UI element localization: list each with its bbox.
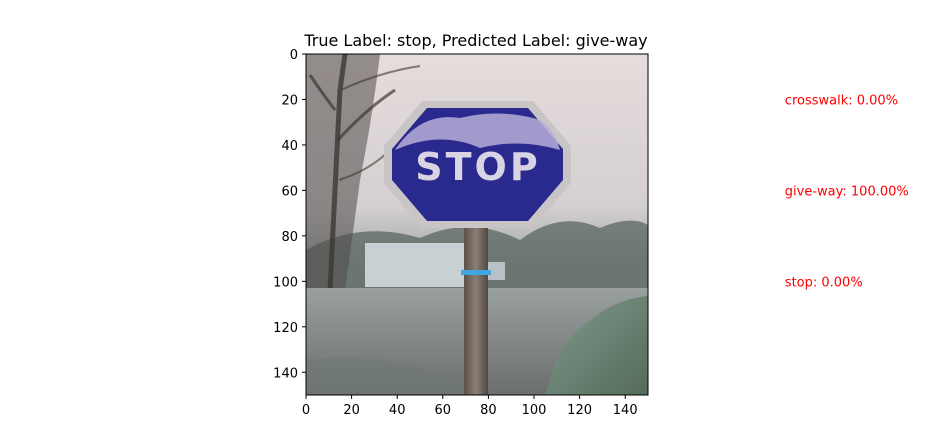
x-tick-label: 80 bbox=[480, 403, 497, 418]
x-tick-label: 140 bbox=[613, 403, 638, 418]
y-tick-label: 20 bbox=[281, 93, 298, 108]
axes-frame bbox=[305, 53, 649, 396]
x-tick-label: 40 bbox=[389, 403, 406, 418]
chart-title: True Label: stop, Predicted Label: give-… bbox=[303, 31, 647, 50]
probability-annotations: crosswalk: 0.00% give-way: 100.00% stop: 0… bbox=[785, 93, 909, 290]
y-tick-label: 40 bbox=[281, 139, 298, 154]
x-tick-label: 120 bbox=[567, 403, 592, 418]
y-tick-label: 120 bbox=[273, 321, 298, 336]
annotation-crosswalk: crosswalk: 0.00% bbox=[785, 93, 898, 108]
x-axis-ticks: 0 20 40 60 80 100 120 140 bbox=[302, 395, 638, 418]
x-tick-label: 20 bbox=[343, 403, 360, 418]
x-tick-label: 60 bbox=[435, 403, 452, 418]
x-tick-label: 0 bbox=[302, 403, 310, 418]
annotation-give-way: give-way: 100.00% bbox=[785, 184, 909, 199]
y-tick-label: 100 bbox=[273, 275, 298, 290]
y-tick-label: 0 bbox=[290, 48, 298, 63]
x-tick-label: 100 bbox=[522, 403, 547, 418]
y-tick-label: 60 bbox=[281, 184, 298, 199]
y-tick-label: 80 bbox=[281, 230, 298, 245]
y-tick-label: 140 bbox=[273, 366, 298, 381]
y-axis-ticks: 0 20 40 60 80 100 120 140 bbox=[273, 48, 306, 381]
annotation-stop: stop: 0.00% bbox=[785, 275, 863, 290]
stop-sign-photo: STOP bbox=[306, 54, 648, 395]
sign-text: STOP bbox=[415, 145, 540, 189]
